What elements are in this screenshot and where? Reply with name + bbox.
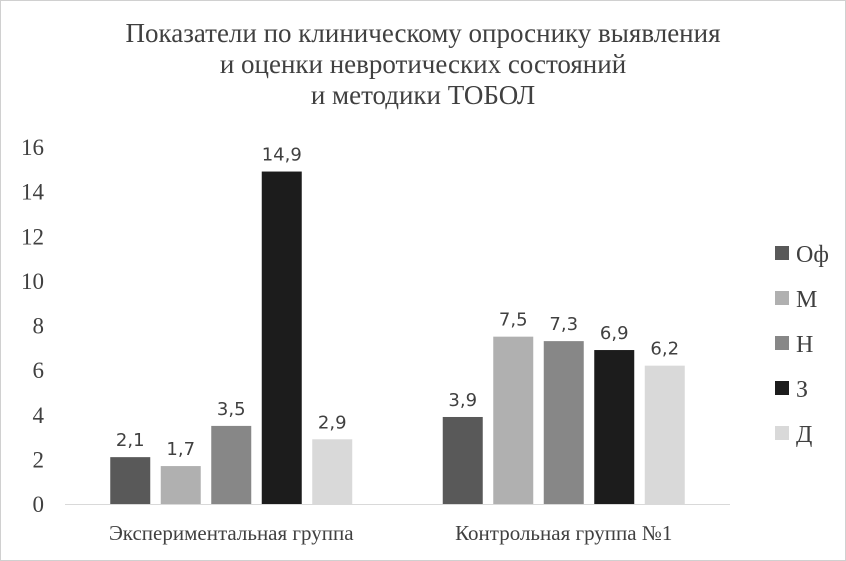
- x-axis: Экспериментальная группа Контрольная груп…: [65, 504, 730, 545]
- legend-swatch: [775, 246, 789, 260]
- chart-title-line-2: и оценки невротических состояний: [219, 49, 627, 79]
- bar-1-2: [160, 466, 201, 504]
- y-tick-label: 6: [33, 358, 45, 383]
- data-label: 2,1: [116, 430, 145, 451]
- chart-title-line-3: и методики ТОБОЛ: [310, 80, 536, 110]
- chart-title-line-1: Показатели по клиническому опроснику выя…: [125, 18, 721, 48]
- y-tick-label: 0: [33, 492, 45, 517]
- x-category-label: Экспериментальная группа: [109, 521, 354, 545]
- data-label: 3,5: [217, 399, 246, 420]
- legend-swatch: [775, 381, 789, 395]
- bar-2-5: [644, 365, 685, 504]
- data-label: 1,7: [166, 439, 195, 460]
- bars: [110, 171, 685, 504]
- y-axis: 0 2 4 6 8 10 12 14 16: [21, 135, 45, 517]
- y-tick-label: 10: [21, 269, 44, 294]
- bar-1-1: [110, 457, 151, 504]
- legend-swatch: [775, 291, 789, 305]
- legend-label: Оф: [796, 242, 829, 268]
- data-label: 3,9: [448, 390, 477, 411]
- bar-2-1: [442, 416, 483, 504]
- data-label: 6,9: [600, 323, 629, 344]
- bar-2-4: [594, 350, 635, 504]
- data-label: 2,9: [318, 412, 347, 433]
- data-label: 6,2: [650, 339, 679, 360]
- y-tick-label: 4: [33, 403, 45, 428]
- y-tick-label: 8: [33, 314, 45, 339]
- bar-2-2: [493, 336, 534, 504]
- bar-1-3: [211, 425, 252, 504]
- legend-label: Н: [796, 332, 813, 358]
- y-tick-label: 16: [21, 135, 44, 160]
- y-tick-label: 12: [21, 224, 44, 249]
- bar-1-5: [312, 439, 353, 504]
- bar-2-3: [543, 341, 584, 504]
- y-tick-label: 2: [33, 447, 45, 472]
- x-category-label: Контрольная группа №1: [455, 521, 672, 545]
- data-label: 14,9: [262, 145, 302, 166]
- data-label: 7,5: [499, 310, 528, 331]
- legend-label: М: [796, 287, 817, 313]
- y-tick-label: 14: [21, 180, 45, 205]
- legend-swatch: [775, 336, 789, 350]
- legend-swatch: [775, 426, 789, 440]
- data-labels: 2,1 1,7 3,5 14,9 2,9 3,9 7,5 7,3 6,9 6,2: [116, 145, 679, 461]
- data-label: 7,3: [549, 314, 578, 335]
- chart-title: Показатели по клиническому опроснику выя…: [0, 18, 846, 111]
- legend-label: Д: [796, 422, 812, 448]
- bar-1-4: [261, 171, 302, 504]
- legend-label: З: [796, 377, 808, 403]
